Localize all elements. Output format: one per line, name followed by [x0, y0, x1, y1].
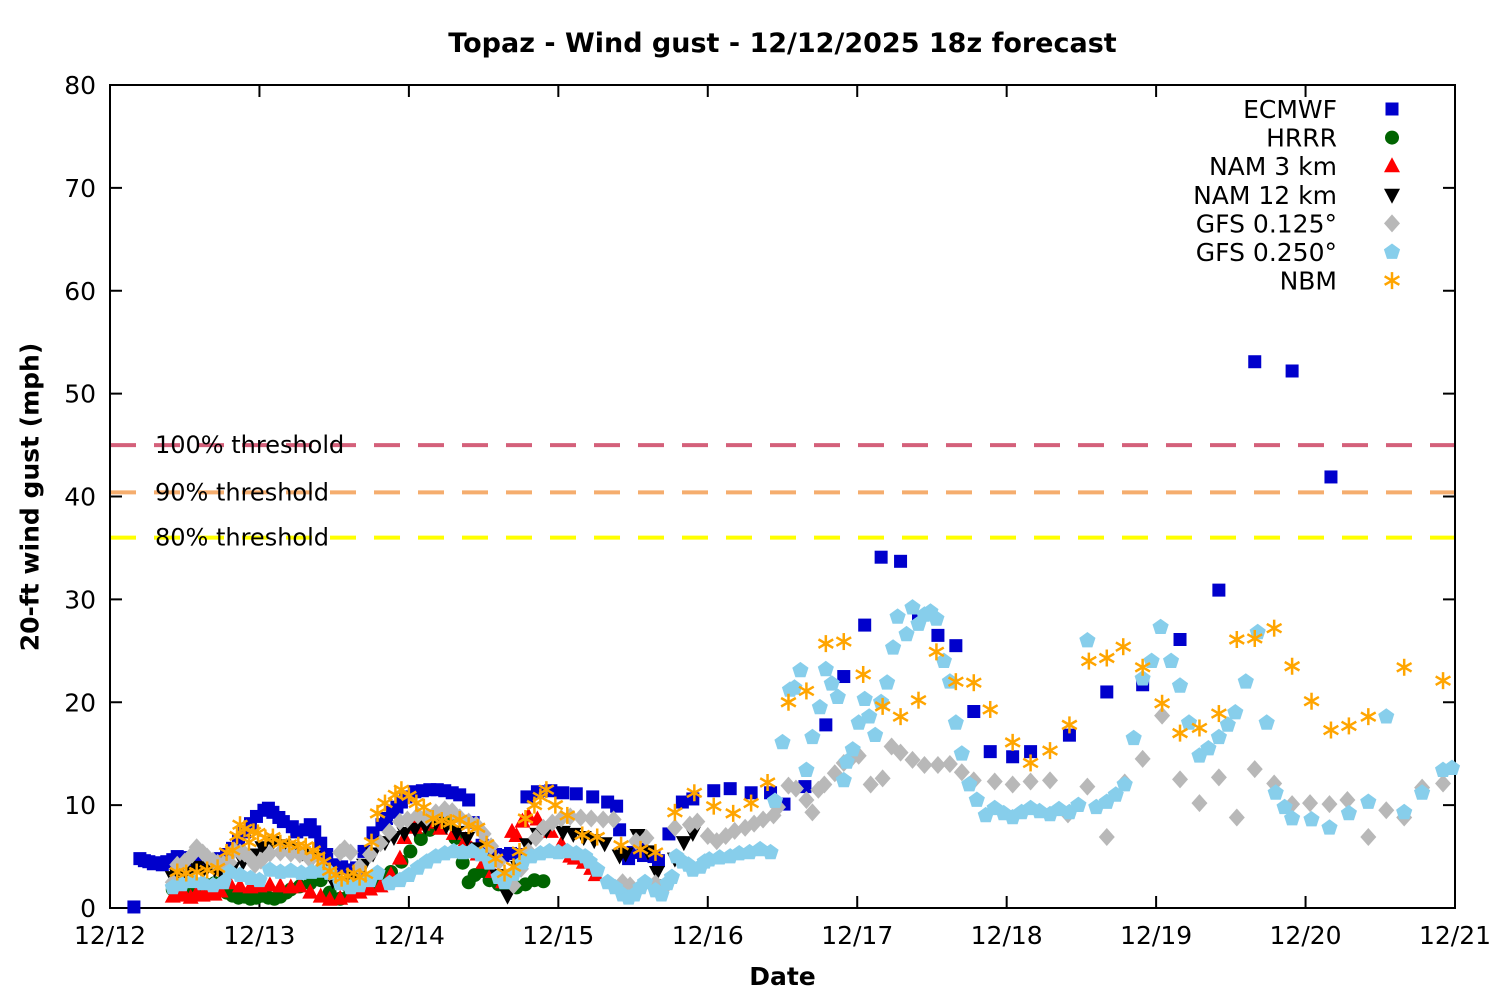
legend-label-nbm: NBM	[1280, 267, 1337, 296]
x-tick-label: 12/15	[522, 921, 594, 950]
x-tick-label: 12/12	[74, 921, 146, 950]
legend-label-gfs-0-125: GFS 0.125°	[1196, 209, 1337, 238]
legend-entry-hrrr: HRRR	[1266, 124, 1399, 153]
ecmwf-marker-icon	[1385, 102, 1399, 116]
threshold-label-100-threshold: 100% threshold	[155, 431, 344, 459]
y-tick-label: 0	[80, 894, 96, 923]
y-tick-label: 20	[64, 688, 96, 717]
x-tick-label: 12/16	[672, 921, 744, 950]
x-tick-label: 12/18	[971, 921, 1043, 950]
threshold-label-80-threshold: 80% threshold	[155, 524, 329, 552]
legend-entry-gfs-0-250: GFS 0.250°	[1196, 238, 1401, 267]
x-axis-title: Date	[749, 962, 816, 991]
legend-label-hrrr: HRRR	[1266, 124, 1337, 153]
legend-entry-nam-12-km: NAM 12 km	[1193, 181, 1400, 210]
x-tick-label: 12/17	[821, 921, 893, 950]
series-gfs-0-250	[164, 599, 1461, 905]
nam-3-km-marker-icon	[1384, 157, 1400, 173]
y-tick-label: 50	[64, 380, 96, 409]
legend-label-nam-12-km: NAM 12 km	[1193, 181, 1337, 210]
gfs-0-250-marker-icon	[1383, 243, 1401, 259]
y-tick-label: 70	[64, 174, 96, 203]
chart-title: Topaz - Wind gust - 12/12/2025 18z forec…	[448, 28, 1117, 59]
axes: 12/12 12/13 12/14 12/15 12/16 12/17 12/18 12/19…	[64, 71, 1491, 950]
nbm-marker-icon	[1384, 272, 1400, 290]
nam-12-km-marker-icon	[1384, 188, 1400, 204]
legend-label-gfs-0-250: GFS 0.250°	[1196, 238, 1337, 267]
y-tick-label: 60	[64, 277, 96, 306]
series-nbm	[169, 619, 1452, 887]
legend-entry-nbm: NBM	[1280, 267, 1400, 296]
legend-label-nam-3-km: NAM 3 km	[1209, 152, 1337, 181]
gfs-0-125-marker-icon	[1384, 214, 1400, 233]
y-tick-label: 80	[64, 71, 96, 100]
x-tick-label: 12/21	[1419, 921, 1491, 950]
y-axis-title: 20-ft wind gust (mph)	[15, 342, 45, 652]
legend-label-ecmwf: ECMWF	[1243, 95, 1337, 124]
y-tick-label: 40	[64, 483, 96, 512]
y-tick-label: 10	[64, 791, 96, 820]
x-tick-label: 12/14	[373, 921, 445, 950]
hrrr-marker-icon	[1385, 130, 1399, 145]
legend-entry-nam-3-km: NAM 3 km	[1209, 152, 1400, 181]
threshold-label-90-threshold: 90% threshold	[155, 478, 329, 506]
y-tick-label: 30	[64, 585, 96, 614]
legend-entry-ecmwf: ECMWF	[1243, 95, 1399, 124]
x-tick-label: 12/20	[1270, 921, 1342, 950]
threshold-lines: 100% threshold 90% threshold 80% threshold	[110, 431, 1455, 552]
legend-entry-gfs-0-125: GFS 0.125°	[1196, 209, 1400, 238]
x-tick-label: 12/13	[223, 921, 295, 950]
x-tick-label: 12/19	[1120, 921, 1192, 950]
